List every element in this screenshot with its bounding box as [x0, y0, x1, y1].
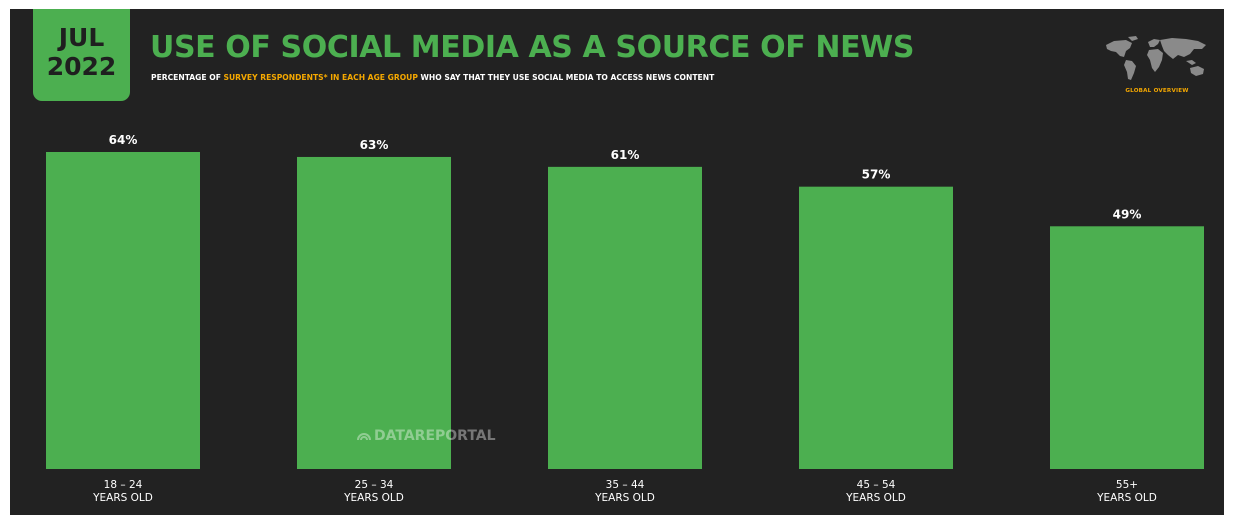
chart-title: USE OF SOCIAL MEDIA AS A SOURCE OF NEWS [150, 30, 915, 65]
world-map-icon [1106, 36, 1206, 80]
bar-4 [799, 186, 953, 469]
subtitle-suffix: WHO SAY THAT THEY USE SOCIAL MEDIA TO AC… [417, 73, 715, 82]
watermark-text-b: REPORTAL [414, 428, 496, 444]
category-label-4: 45 – 54 [857, 479, 896, 491]
bar-3 [548, 166, 702, 469]
date-badge: JUL 2022 [33, 9, 130, 101]
category-sublabel-2: YEARS OLD [343, 492, 404, 504]
subtitle-prefix: PERCENTAGE OF [151, 73, 224, 82]
datareportal-logo-icon [357, 433, 371, 441]
category-label-1: 18 – 24 [104, 479, 143, 491]
category-sublabel-4: YEARS OLD [845, 492, 906, 504]
global-overview-label: GLOBAL OVERVIEW [1125, 88, 1189, 94]
bar-2 [297, 156, 451, 469]
date-year: 2022 [46, 52, 117, 81]
category-sublabel-5: YEARS OLD [1096, 492, 1157, 504]
value-label-4: 57% [862, 168, 891, 182]
value-label-2: 63% [360, 138, 389, 152]
value-label-1: 64% [109, 133, 138, 147]
category-sublabel-3: YEARS OLD [594, 492, 655, 504]
subtitle-highlight: SURVEY RESPONDENTS* IN EACH AGE GROUP [223, 73, 418, 82]
category-sublabel-1: YEARS OLD [92, 492, 153, 504]
bar-1 [46, 152, 200, 469]
chart-subtitle: PERCENTAGE OF SURVEY RESPONDENTS* IN EAC… [151, 73, 714, 83]
value-label-5: 49% [1113, 207, 1142, 221]
bar-5 [1050, 226, 1204, 469]
watermark-text-a: DATA [374, 428, 415, 444]
date-month: JUL [58, 23, 105, 52]
datareportal-watermark: DATAREPORTAL [356, 428, 496, 444]
category-label-3: 35 – 44 [606, 479, 645, 491]
category-label-2: 25 – 34 [355, 479, 394, 491]
value-label-3: 61% [611, 148, 640, 162]
infographic-panel: JUL 2022 USE OF SOCIAL MEDIA AS A SOURCE… [10, 9, 1224, 515]
category-label-5: 55+ [1116, 479, 1138, 491]
